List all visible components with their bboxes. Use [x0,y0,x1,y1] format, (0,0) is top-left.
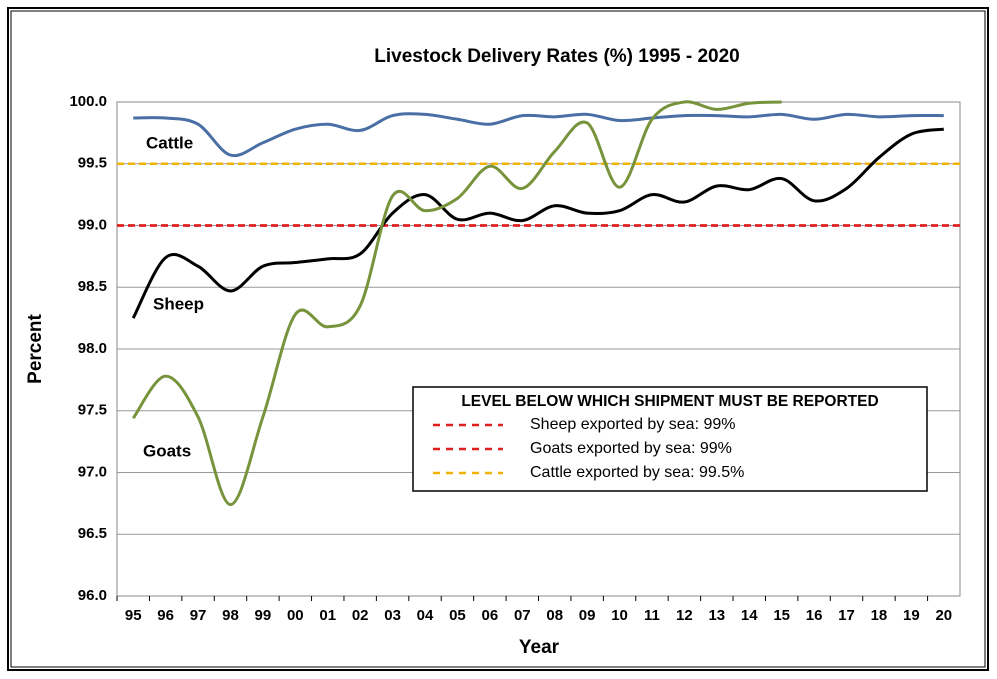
y-tick-label: 98.0 [78,340,107,357]
x-tick-label: 19 [903,607,920,624]
y-tick-label: 96.5 [78,525,107,542]
series-label: Goats [143,441,191,460]
x-tick-label: 12 [676,607,693,624]
x-tick-label: 04 [417,607,434,624]
x-tick-label: 00 [287,607,304,624]
frame [7,7,989,671]
x-tick-label: 16 [806,607,823,624]
x-tick-label: 01 [319,607,336,624]
series-label: Cattle [146,133,193,152]
x-tick-label: 96 [157,607,174,624]
x-tick-label: 11 [644,607,660,624]
x-tick-label: 10 [611,607,628,624]
series-line [131,100,782,507]
x-tick-label: 07 [514,607,531,624]
x-tick-label: 17 [838,607,855,624]
x-tick-label: 97 [190,607,207,624]
y-tick-label: 99.5 [78,155,107,172]
x-tick-label: 03 [384,607,401,624]
y-axis-label: Percent [25,313,46,383]
frame-inner [10,10,986,668]
series-line [131,127,945,319]
series-line [133,112,944,158]
y-tick-label: 99.0 [78,216,107,233]
legend-label: Sheep exported by sea: 99% [530,416,735,433]
y-tick-label: 96.0 [78,587,107,604]
legend-label: Cattle exported by sea: 99.5% [530,464,744,481]
y-tick-label: 97.0 [78,463,107,480]
x-tick-label: 08 [546,607,563,624]
x-tick-label: 06 [482,607,499,624]
x-tick-label: 14 [741,607,758,624]
chart-title: Livestock Delivery Rates (%) 1995 - 2020 [374,46,739,67]
x-tick-label: 13 [708,607,725,624]
y-tick-label: 100.0 [69,93,107,110]
x-tick-label: 15 [773,607,790,624]
x-tick-label: 20 [935,607,952,624]
x-tick-label: 98 [222,607,239,624]
y-tick-label: 98.5 [78,278,107,295]
x-tick-label: 02 [352,607,369,624]
legend-title: LEVEL BELOW WHICH SHIPMENT MUST BE REPOR… [461,393,878,410]
x-tick-label: 99 [255,607,272,624]
x-tick-label: 09 [579,607,596,624]
x-tick-label: 95 [125,607,142,624]
x-axis-label: Year [519,637,560,658]
x-tick-label: 18 [871,607,888,624]
x-tick-label: 05 [449,607,466,624]
legend-label: Goats exported by sea: 99% [530,440,732,457]
y-tick-label: 97.5 [78,402,107,419]
series-label: Sheep [153,294,204,313]
